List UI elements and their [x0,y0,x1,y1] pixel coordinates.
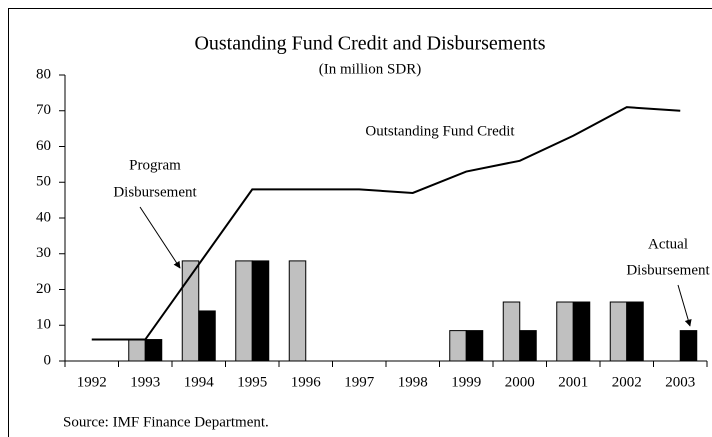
bar [556,301,574,362]
arrow [677,284,692,327]
bar [679,330,698,362]
x-tick-label: 2002 [612,374,642,390]
annotation: Disbursement [626,262,710,278]
x-tick-label: 2001 [558,374,588,390]
x-tick-label: 2000 [505,374,535,390]
y-tick-label: 20 [36,281,51,297]
y-tick-label: 50 [36,174,51,190]
bar [626,301,644,362]
bar [465,330,484,362]
annotation: Actual [648,236,688,252]
x-tick-label: 1992 [77,374,107,390]
bar [609,301,628,362]
bar [502,301,521,362]
x-tick-label: 1993 [130,374,160,390]
x-tick-label: 1997 [344,374,375,390]
x-tick-label: 2003 [665,374,695,390]
annotation: Program [129,157,181,173]
bar [235,260,253,362]
chart-title: Oustanding Fund Credit and Disbursements [194,33,545,55]
annotation: Disbursement [113,184,197,200]
y-tick-label: 10 [36,317,51,333]
x-tick-label: 1995 [237,374,267,390]
frame [8,8,712,437]
y-tick-label: 70 [36,102,51,118]
bar [251,260,270,362]
y-tick-label: 60 [36,138,51,154]
x-tick-label: 1999 [451,374,481,390]
chart-subtitle: (In million SDR) [319,61,422,77]
bar [519,330,537,362]
annotation: Outstanding Fund Credit [365,123,515,139]
bar [288,260,307,362]
y-tick-label: 80 [36,66,51,82]
bar [128,339,146,362]
x-tick-label: 1998 [398,374,428,390]
x-tick-label: 1994 [184,374,215,390]
y-tick-label: 30 [36,245,51,261]
source-note: Source: IMF Finance Department. [63,414,269,430]
line [91,106,681,341]
y-tick-label: 0 [44,352,52,368]
y-tick-label: 40 [36,209,51,225]
bar [449,330,467,362]
bar [198,310,216,362]
bar [572,301,591,362]
x-tick-label: 1996 [291,374,322,390]
arrow [139,206,181,269]
bar [144,339,163,362]
